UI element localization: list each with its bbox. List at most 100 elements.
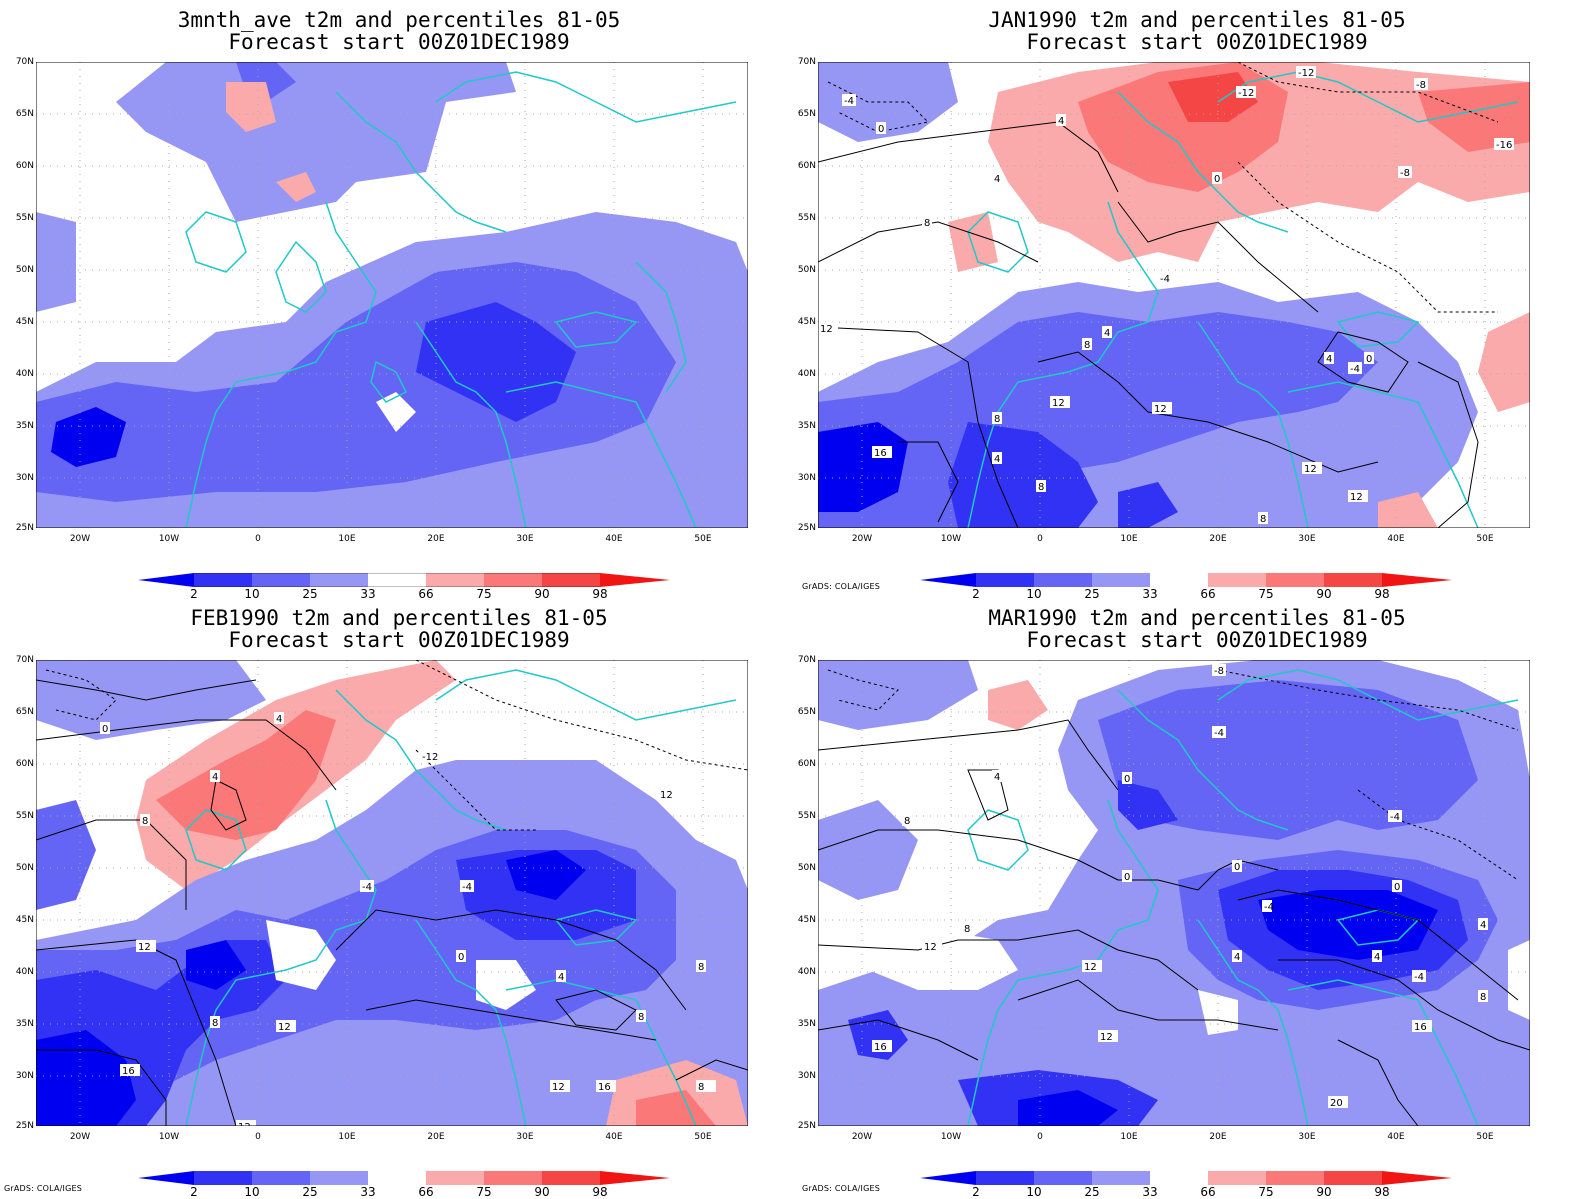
contour-label: 8: [212, 1018, 218, 1029]
grads-credit: GrADS: COLA/IGES: [4, 1184, 83, 1193]
panel-subtitle: Forecast start 00Z01DEC1989: [228, 628, 570, 652]
colorbar-label: 98: [592, 1185, 608, 1199]
panel-subtitle: Forecast start 00Z01DEC1989: [228, 30, 570, 54]
lon-label: 0: [255, 1132, 261, 1142]
contour-label: -4: [1350, 364, 1360, 375]
contour-label: -8: [1416, 80, 1426, 91]
lat-label: 45N: [797, 317, 816, 327]
contour-label: 4: [994, 454, 1000, 465]
lat-label: 30N: [797, 473, 816, 483]
colorbar: [138, 1170, 670, 1185]
colorbar-svg: [138, 572, 670, 588]
colorbar-label: 75: [476, 587, 492, 601]
contour-label: -12: [422, 752, 438, 763]
lon-label: 10W: [940, 1132, 962, 1142]
contour-label: 12: [1350, 492, 1363, 503]
map-plot: [36, 62, 748, 544]
panel-title: 3mnth_ave t2m and percentiles 81-05: [177, 8, 621, 32]
lat-label: 55N: [15, 811, 34, 821]
lon-label: 40E: [605, 534, 623, 544]
colorbar-label: 66: [418, 587, 434, 601]
lon-label: 50E: [1476, 1132, 1494, 1142]
colorbar-label: 98: [592, 587, 608, 601]
contour-label: 8: [904, 816, 910, 827]
contour-label: -12: [1238, 88, 1254, 99]
lat-label: 45N: [15, 915, 34, 925]
contour-label: 8: [698, 962, 704, 973]
map-plot-svg: 4 0 -8 -4 -4 8 0 0 0 4 12: [818, 660, 1530, 1126]
colorbar-label: 90: [1316, 587, 1332, 601]
lon-label: 10W: [158, 1132, 180, 1142]
contour-label: 8: [698, 1082, 704, 1093]
contour-label: 16: [598, 1082, 611, 1093]
lon-label: 40E: [1387, 1132, 1405, 1142]
lat-label: 60N: [797, 759, 816, 769]
lon-label: 20W: [69, 534, 91, 544]
map-panel-3month: 3mnth_ave t2m and percentiles 81-05 Fore…: [0, 0, 798, 601]
lat-label: 60N: [797, 161, 816, 171]
colorbar-label: 25: [302, 587, 318, 601]
map-panel-jan1990: JAN1990 t2m and percentiles 81-05 Foreca…: [798, 0, 1596, 601]
lat-label: 50N: [15, 863, 34, 873]
lat-label: 30N: [15, 1071, 34, 1081]
contour-label: 4: [1104, 328, 1110, 339]
map-plot: 4 0 -8 -4 -4 8 0 0 0 4 12: [818, 660, 1530, 1142]
contour-label: 16: [874, 448, 887, 459]
lat-label: 55N: [797, 213, 816, 223]
colorbar-label: 66: [1200, 587, 1216, 601]
contour-label: -4: [462, 882, 472, 893]
lon-label: 20E: [427, 1132, 445, 1142]
lat-label: 35N: [15, 421, 34, 431]
lon-label: 50E: [694, 1132, 712, 1142]
contour-label: 12: [1154, 404, 1167, 415]
grads-credit: GrADS: COLA/IGES: [802, 582, 881, 591]
lon-label: 20E: [427, 534, 445, 544]
colorbar-label: 25: [302, 1185, 318, 1199]
contour-label: 8: [924, 218, 930, 229]
panel-title: FEB1990 t2m and percentiles 81-05: [190, 606, 608, 630]
colorbar-label: 2: [190, 1185, 198, 1199]
contour-label: 4: [1234, 952, 1240, 963]
contour-label: 12: [660, 790, 673, 801]
contour-label: 12: [1304, 464, 1317, 475]
colorbar-label: 90: [1316, 1185, 1332, 1199]
grads-credit: GrADS: COLA/IGES: [802, 1184, 881, 1193]
map-panel-feb1990: FEB1990 t2m and percentiles 81-05 Foreca…: [0, 598, 798, 1199]
colorbar: [138, 572, 670, 588]
lat-label: 50N: [797, 863, 816, 873]
lon-label: 10E: [338, 534, 356, 544]
contour-label: 8: [142, 816, 148, 827]
contour-label: -8: [1214, 666, 1224, 677]
contour-label: 8: [638, 1012, 644, 1023]
panel-subtitle: Forecast start 00Z01DEC1989: [1026, 628, 1368, 652]
lat-label: 70N: [15, 57, 34, 67]
lat-label: 30N: [15, 473, 34, 483]
colorbar-label: 33: [360, 1185, 376, 1199]
contour-label: 8: [1038, 482, 1044, 493]
lat-label: 70N: [797, 57, 816, 67]
colorbar-svg: [138, 1171, 670, 1185]
contour-label: -4: [362, 882, 372, 893]
colorbar-label: 33: [1142, 587, 1158, 601]
contour-label: -4: [844, 96, 854, 107]
contour-label: 0: [1124, 774, 1130, 785]
colorbar: [920, 572, 1452, 587]
contour-label: 20: [1330, 1098, 1343, 1109]
lon-label: 0: [1037, 534, 1043, 544]
map-panel-mar1990: MAR1990 t2m and percentiles 81-05 Foreca…: [798, 598, 1596, 1199]
contour-label: 0: [102, 724, 108, 735]
lat-label: 35N: [15, 1019, 34, 1029]
contour-label: 12: [552, 1082, 565, 1093]
contour-label: 8: [964, 924, 970, 935]
contour-label: 0: [458, 952, 464, 963]
contour-label: 4: [1326, 354, 1332, 365]
lat-label: 30N: [797, 1071, 816, 1081]
colorbar-label: 25: [1084, 1185, 1100, 1199]
contour-label: 4: [558, 972, 564, 983]
contour-label: 0: [1366, 354, 1372, 365]
contour-label: 8: [1084, 340, 1090, 351]
lon-label: 20E: [1209, 1132, 1227, 1142]
map-plot: -4 0 4 -12 -12 -8 -16 4 0 8 -4: [818, 62, 1530, 544]
panel-title: JAN1990 t2m and percentiles 81-05: [988, 8, 1406, 32]
colorbar-label: 2: [972, 587, 980, 601]
